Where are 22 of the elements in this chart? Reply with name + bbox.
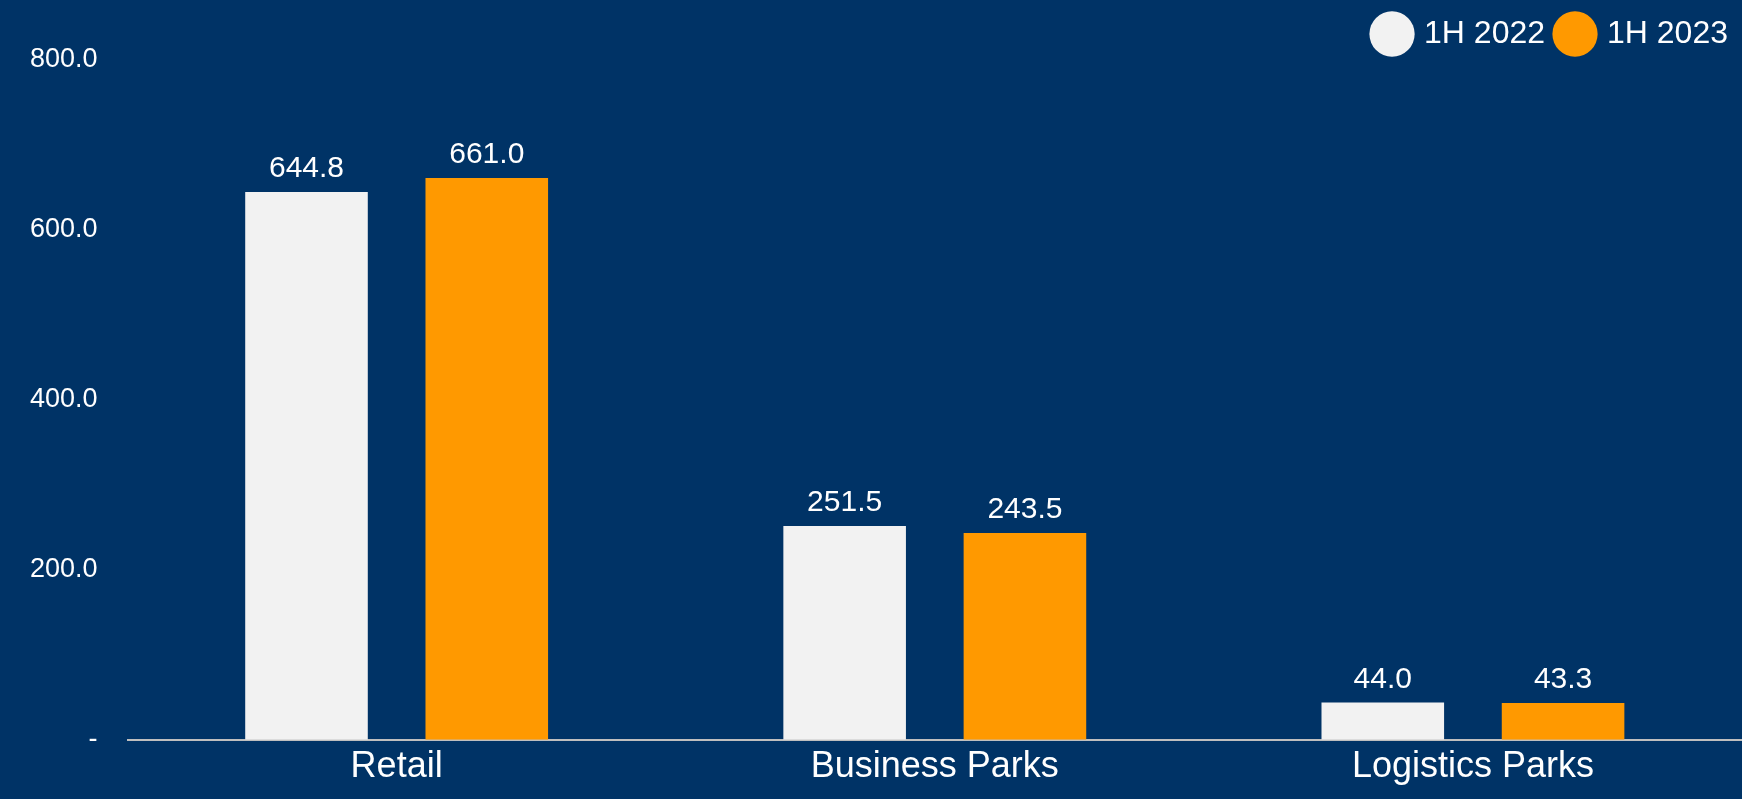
- x-tick-label: Logistics Parks: [1351, 744, 1594, 786]
- bar: [425, 178, 549, 740]
- y-tick-label: 400.0: [29, 383, 98, 414]
- legend-label: 1H 2023: [1607, 13, 1728, 50]
- x-tick-label: Business Parks: [810, 744, 1059, 786]
- bar: [783, 526, 906, 740]
- y-tick-label: 600.0: [29, 213, 98, 244]
- bar: [245, 191, 368, 740]
- y-tick-label: -: [88, 723, 98, 754]
- bar: [1501, 703, 1625, 740]
- data-label: 644.8: [268, 150, 345, 184]
- data-label: 251.5: [807, 484, 883, 518]
- data-label: 43.3: [1533, 661, 1593, 695]
- x-tick-label: Retail: [350, 744, 443, 786]
- bar: [963, 532, 1087, 740]
- bar: [1321, 702, 1445, 740]
- y-tick-label: 200.0: [29, 553, 98, 584]
- data-label: 661.0: [449, 136, 525, 170]
- data-label: 243.5: [987, 491, 1063, 525]
- legend-label: 1H 2022: [1424, 13, 1546, 50]
- data-label: 44.0: [1353, 660, 1412, 694]
- y-tick-label: 800.0: [29, 43, 98, 74]
